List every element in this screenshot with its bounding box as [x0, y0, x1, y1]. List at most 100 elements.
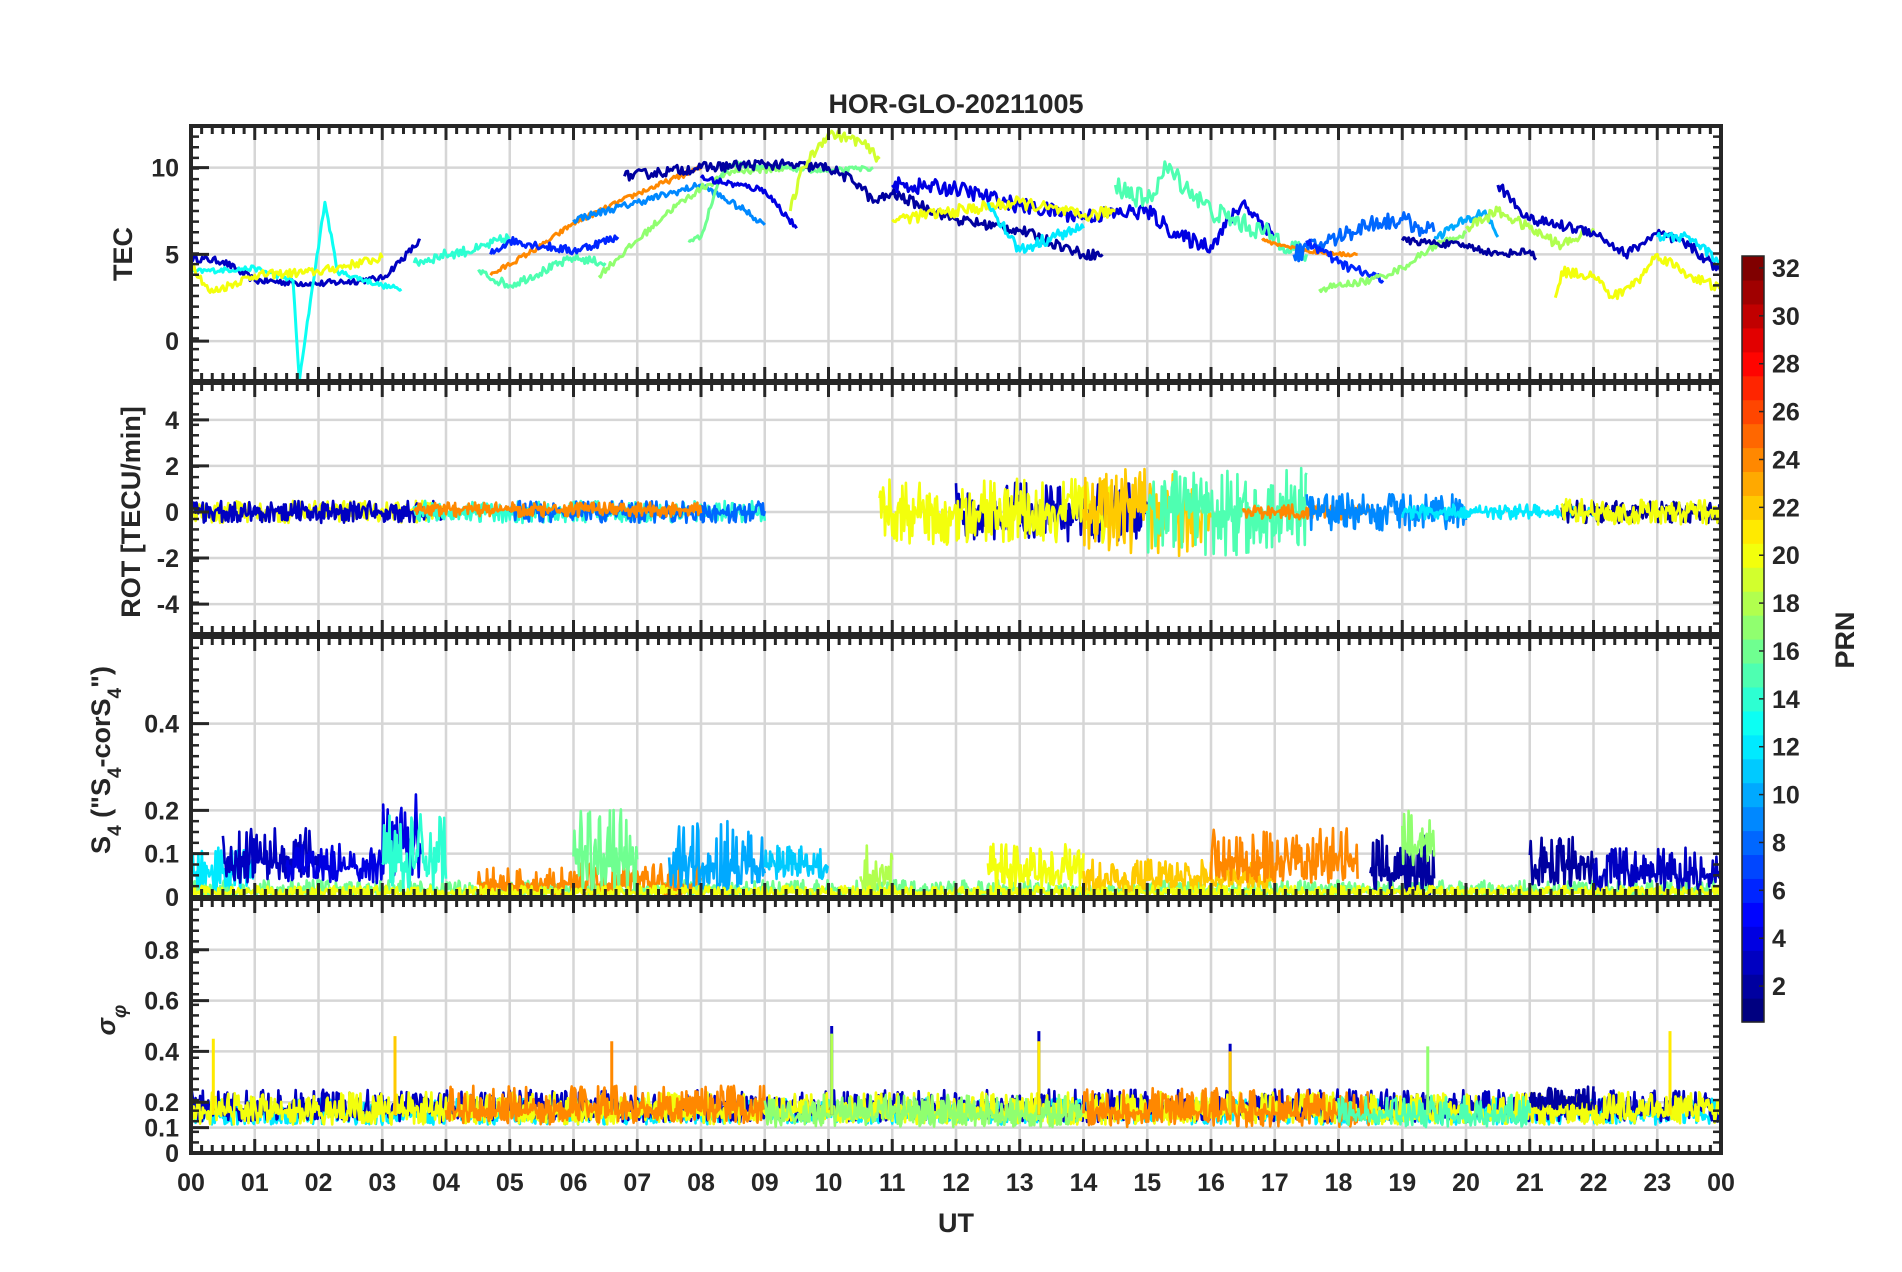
rot-axis-label: ROT [TECU/min] — [116, 406, 146, 617]
panel-sigma-phi: 00.10.2 0.4 0.6 0.8 — [144, 897, 1723, 1168]
sigma-phi-trace-prn-17 — [763, 1093, 1085, 1129]
colorbar-tick-label: 8 — [1772, 829, 1786, 857]
x-tick-label: 16 — [1197, 1169, 1225, 1197]
colorbar-swatch — [1742, 256, 1764, 281]
subscript: 4 — [105, 767, 126, 778]
sigma-phi-trace-prn-24 — [444, 1084, 767, 1126]
colorbar-swatch — [1742, 519, 1764, 544]
s4-trace-prn-22 — [1082, 858, 1277, 894]
colorbar-swatch — [1742, 926, 1764, 951]
y-tick-label: 0.4 — [144, 1038, 179, 1066]
x-tick-label: 07 — [623, 1169, 651, 1197]
colorbar-swatch — [1742, 615, 1764, 640]
y-tick-label: 0.1 — [144, 1115, 179, 1143]
x-tick-label: 02 — [305, 1169, 333, 1197]
colorbar-frame — [1741, 255, 1765, 1023]
colorbar-tick-label: 18 — [1772, 590, 1800, 618]
colorbar-swatch — [1742, 351, 1764, 377]
rot-trace-prn-3 — [191, 499, 448, 525]
s4-trace-prn-2 — [1528, 835, 1595, 888]
tec-trace-prn-20 — [1553, 252, 1721, 301]
y-tick-label: 0.8 — [144, 937, 179, 965]
colorbar-swatch — [1742, 974, 1764, 999]
label-part: ("S — [86, 778, 116, 825]
tec-trace-prn-24 — [489, 165, 702, 277]
s4-trace-prn-24 — [1209, 826, 1359, 885]
x-tick-label: 20 — [1452, 1169, 1480, 1197]
colorbar-swatch — [1742, 423, 1764, 449]
y-tick-label: 5 — [165, 241, 179, 269]
colorbar-tick-label: 30 — [1772, 303, 1800, 331]
y-tick-label: -4 — [157, 591, 179, 619]
tec-trace-prn-4 — [699, 174, 798, 230]
label-part: S — [86, 836, 116, 854]
y-tick-label: 0 — [165, 884, 179, 912]
colorbar-swatch — [1742, 567, 1764, 592]
subscript: 4 — [105, 825, 126, 836]
colorbar-swatch — [1742, 375, 1764, 401]
panel-rot: -4 -2 0 2 4 — [157, 381, 1723, 636]
label-part: ") — [86, 666, 116, 688]
colorbar-tick-label: 10 — [1772, 782, 1800, 810]
x-tick-label: 13 — [1006, 1169, 1034, 1197]
colorbar-swatch — [1742, 950, 1764, 975]
colorbar-swatch — [1742, 279, 1764, 305]
colorbar-tick-label: 20 — [1772, 542, 1800, 570]
colorbar-swatch — [1742, 399, 1764, 425]
chart-title: HOR-GLO-20211005 — [828, 89, 1083, 119]
s4-trace-prn-16 — [572, 808, 639, 896]
colorbar-tick-label: 26 — [1772, 399, 1800, 427]
axes-frame — [189, 897, 1723, 1155]
x-tick-label: 22 — [1580, 1169, 1608, 1197]
s4-axis-label: S4 ("S4-corS4") — [86, 666, 126, 854]
x-tick-label: 04 — [432, 1169, 460, 1197]
colorbar-swatch — [1742, 854, 1764, 879]
x-tick-label: 23 — [1643, 1169, 1671, 1197]
tec-trace-prn-3 — [191, 238, 422, 288]
colorbar-swatch — [1742, 591, 1764, 616]
tec-trace-prn-6 — [1305, 238, 1385, 284]
y-tick-label: 0 — [165, 499, 179, 527]
data-traces — [191, 1026, 1721, 1129]
tec-trace-prn-12 — [986, 201, 1085, 254]
colorbar-swatch — [1742, 806, 1764, 832]
tec-axis-label: TEC — [108, 227, 138, 281]
sigma-phi-axis-label: σφ — [91, 1005, 131, 1036]
tec-trace-prn-13 — [191, 200, 403, 381]
colorbar-tick-label: 24 — [1772, 446, 1800, 474]
y-tick-label: 0 — [165, 328, 179, 356]
colorbar-swatch — [1742, 303, 1764, 329]
rot-trace-prn-20 — [878, 477, 1117, 546]
x-tick-label: 03 — [368, 1169, 396, 1197]
x-tick-label: 10 — [815, 1169, 843, 1197]
y-tick-label: 0.1 — [144, 841, 179, 869]
sigma-phi-trace-prn-15 — [1337, 1093, 1532, 1129]
x-tick-label: 19 — [1388, 1169, 1416, 1197]
x-tick-label: 00 — [177, 1169, 205, 1197]
colorbar-swatch — [1742, 662, 1764, 688]
colorbar-swatch — [1742, 782, 1764, 808]
tec-trace-prn-18 — [1465, 205, 1595, 251]
rot-trace-prn-24 — [413, 501, 703, 519]
x-tick-label: 18 — [1325, 1169, 1353, 1197]
tec-trace-prn-2 — [623, 158, 1104, 261]
s4-trace-prn-10 — [667, 819, 767, 897]
label-part: σ — [91, 1016, 121, 1035]
tec-trace-prn-14 — [412, 233, 511, 267]
y-tick-label: 10 — [151, 155, 179, 183]
s4-trace-prn-20 — [986, 842, 1085, 889]
x-tick-label: 21 — [1516, 1169, 1544, 1197]
x-tick-label: 15 — [1133, 1169, 1161, 1197]
tec-trace-prn-6 — [489, 234, 620, 256]
colorbar-swatch — [1742, 758, 1764, 784]
axes-frame — [189, 381, 1723, 636]
colorbar-tick-label: 6 — [1772, 877, 1786, 905]
tec-trace-prn-12 — [1655, 231, 1721, 266]
colorbar-swatch — [1742, 830, 1764, 856]
panel-tec: 0 5 10 — [151, 124, 1723, 383]
x-tick-label: 09 — [751, 1169, 779, 1197]
y-tick-label: 0.4 — [144, 711, 179, 739]
y-tick-label: 0.2 — [144, 797, 179, 825]
colorbar-tick-label: 4 — [1772, 925, 1786, 953]
